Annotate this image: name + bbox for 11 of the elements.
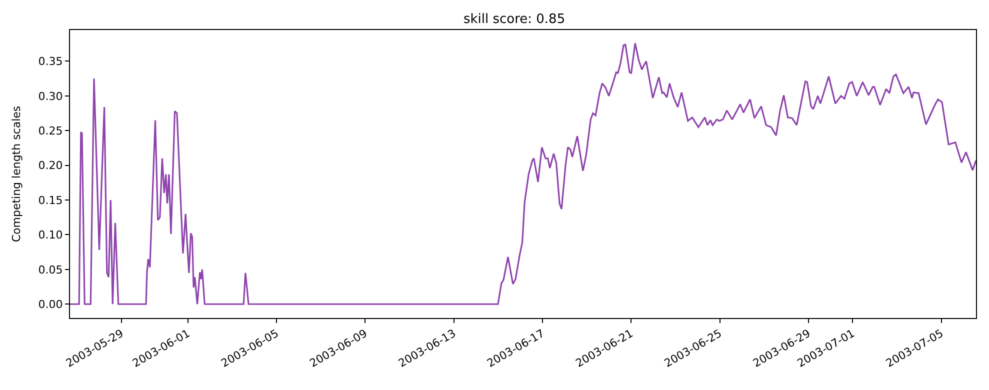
chart-title: skill score: 0.85 [463,12,566,27]
y-tick-label: 0.25 [38,124,63,138]
y-tick-label: 0.15 [38,194,63,207]
y-tick-label: 0.30 [38,90,63,103]
y-tick-label: 0.05 [38,263,63,276]
y-tick-label: 0.00 [38,298,63,311]
y-tick-label: 0.35 [38,55,63,68]
y-axis-title: Competing length scales [10,106,23,242]
line-series [70,42,976,305]
y-tick-label: 0.10 [38,228,63,242]
y-tick-label: 0.20 [38,159,63,172]
